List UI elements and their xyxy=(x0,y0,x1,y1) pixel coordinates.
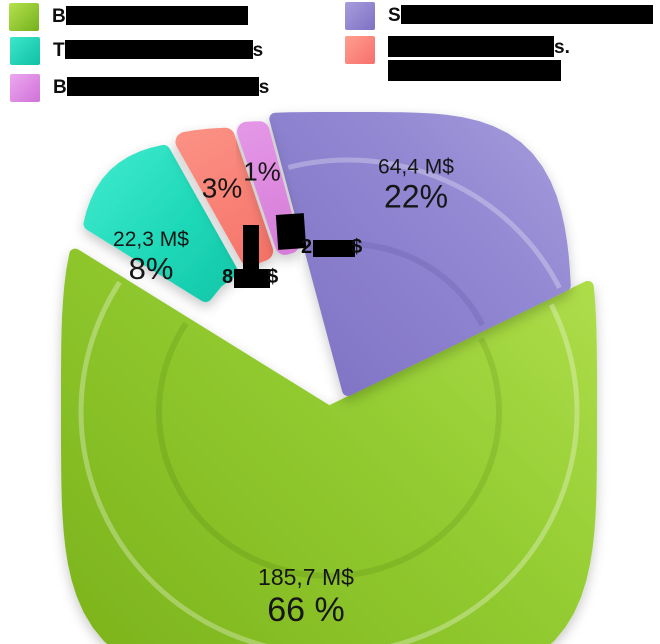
redaction-bar xyxy=(388,60,561,81)
slice-label-green: 185,7 M$ 66 % xyxy=(258,564,354,629)
slice-label-red-percent: 3% xyxy=(202,172,242,203)
pie-slice-purple xyxy=(269,112,571,396)
slice-value-red-redacted: 8 $ xyxy=(222,266,278,289)
value-fragment: 8 xyxy=(222,266,234,288)
slice-value: 185,7 M$ xyxy=(258,564,354,591)
redaction-bar xyxy=(388,36,554,57)
legend-swatch-teal xyxy=(10,37,40,65)
slice-percent: 1% xyxy=(243,156,281,187)
slice-value: 64,4 M$ xyxy=(378,155,454,179)
redaction-bar xyxy=(400,5,653,24)
redaction-bar xyxy=(234,269,271,288)
pie-slice-teal xyxy=(83,144,238,303)
value-fragment: 2 xyxy=(301,236,313,258)
slice-label-pink-percent: 1% xyxy=(243,157,281,186)
slice-value: 22,3 M$ xyxy=(113,227,189,251)
legend-label: s. xyxy=(388,36,570,84)
legend-label: B xyxy=(52,3,248,31)
slice-percent: 3% xyxy=(201,172,243,204)
legend-item-green: B xyxy=(9,3,248,31)
legend-label: S xyxy=(388,2,653,30)
redaction-bar xyxy=(66,77,259,96)
redaction-bar-vertical xyxy=(243,225,259,272)
slice-percent: 66 % xyxy=(267,590,345,629)
legend-item-purple: S xyxy=(345,2,653,30)
slice-value-pink-redacted: 2 $ xyxy=(301,236,362,259)
legend-swatch-green xyxy=(9,3,39,31)
slice-label-purple: 64,4 M$ 22% xyxy=(378,155,454,214)
legend-item-red: s. xyxy=(345,36,570,84)
legend-swatch-pink xyxy=(10,74,40,102)
ring-highlight xyxy=(275,157,565,390)
redaction-bar xyxy=(64,40,253,59)
slice-percent: 22% xyxy=(383,177,449,214)
slice-label-teal: 22,3 M$ 8% xyxy=(113,228,189,286)
pie-slice-green xyxy=(61,248,597,644)
value-fragment: $ xyxy=(267,266,279,288)
redaction-bar xyxy=(65,6,248,25)
value-fragment: $ xyxy=(351,236,363,258)
legend-swatch-purple xyxy=(345,2,375,30)
ring-highlight xyxy=(78,254,580,644)
slice-percent: 8% xyxy=(128,250,174,286)
redaction-bar xyxy=(313,240,356,257)
legend-swatch-red xyxy=(345,36,375,64)
ring-highlight xyxy=(156,254,502,579)
